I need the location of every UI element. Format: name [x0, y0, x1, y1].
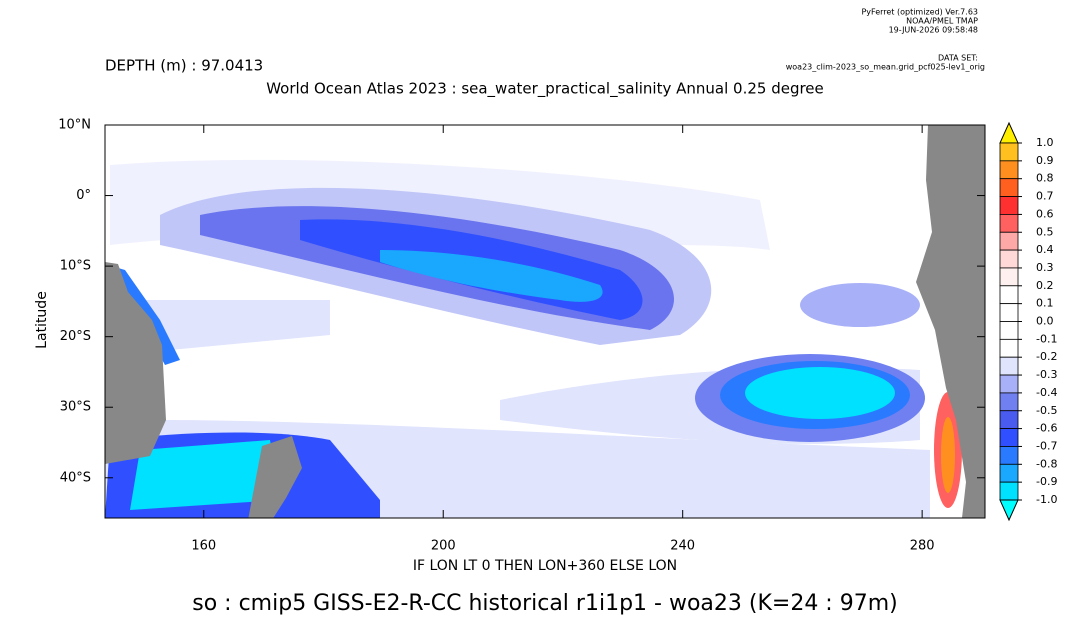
colorbar-box: [999, 446, 1019, 465]
colorbar-box: [999, 338, 1019, 358]
field-patch: [130, 440, 280, 510]
depth-label: DEPTH (m) : 97.0413: [105, 57, 263, 75]
y-tick-label: 10°N: [58, 118, 91, 133]
colorbar-box: [999, 356, 1019, 376]
timestamp: 19-JUN-2026 09:58:48: [889, 26, 978, 35]
colorbar-label: 0.4: [1036, 243, 1054, 256]
colorbar-label: -0.8: [1036, 457, 1057, 470]
colorbar-label: 1.0: [1036, 136, 1054, 149]
colorbar-box: [999, 303, 1019, 322]
x-tick-label: 280: [910, 539, 935, 554]
colorbar-box: [999, 321, 1019, 340]
plot-frame: [104, 124, 986, 519]
dataset-label: DATA SET:: [938, 54, 978, 63]
colorbar-label: 0.6: [1036, 207, 1054, 220]
colorbar-label: -1.0: [1036, 493, 1057, 506]
colorbar-label: -0.6: [1036, 422, 1057, 435]
colorbar-box: [999, 231, 1019, 251]
lab-label: NOAA/PMEL TMAP: [906, 17, 978, 26]
colorbar-box: [999, 285, 1019, 305]
y-tick-label: 30°S: [60, 400, 91, 415]
colorbar-label: 0.1: [1036, 297, 1054, 310]
field-patch: [380, 250, 603, 302]
colorbar-box: [999, 178, 1019, 197]
colorbar-box: [999, 267, 1019, 287]
software-label: PyFerret (optimized) Ver.7.63: [861, 8, 978, 17]
field-patch: [800, 283, 920, 327]
colorbar-label: -0.2: [1036, 350, 1057, 363]
field-patch: [745, 367, 895, 419]
field: [105, 125, 985, 518]
colorbar-box: [999, 196, 1019, 215]
field-patch: [120, 300, 330, 350]
colorbar-label: 0.7: [1036, 190, 1054, 203]
x-tick-label: 240: [670, 539, 695, 554]
colorbar-box: [999, 213, 1019, 233]
colorbar-label: -0.7: [1036, 439, 1057, 452]
colorbar-box: [999, 428, 1019, 447]
colorbar-under: [999, 499, 1019, 522]
dataset-name: woa23_clim-2023_so_mean.grid_pcf025-lev1…: [786, 63, 985, 72]
colorbar-box: [999, 410, 1019, 430]
land: [248, 436, 302, 518]
colorbar-label: -0.1: [1036, 332, 1057, 345]
land: [916, 125, 985, 518]
field-patch: [941, 417, 955, 493]
colorbar-over: [999, 121, 1019, 144]
colorbar-box: [999, 481, 1019, 501]
colorbar-label: 0.5: [1036, 225, 1054, 238]
colorbar-label: -0.9: [1036, 475, 1057, 488]
land: [105, 262, 166, 464]
colorbar-label: 0.3: [1036, 261, 1054, 274]
colorbar-box: [999, 392, 1019, 412]
x-tick-label: 160: [191, 539, 216, 554]
colorbar-box: [999, 374, 1019, 394]
colorbar-label: 0.2: [1036, 279, 1054, 292]
plot-title: World Ocean Atlas 2023 : sea_water_pract…: [266, 80, 824, 99]
caption: so : cmip5 GISS-E2-R-CC historical r1i1p…: [192, 591, 897, 616]
y-tick-label: 40°S: [60, 470, 91, 485]
y-axis-label: Latitude: [34, 291, 50, 349]
colorbar-label: -0.4: [1036, 386, 1057, 399]
colorbar-box: [999, 249, 1019, 269]
colorbar-label: -0.3: [1036, 368, 1057, 381]
y-tick-label: 20°S: [60, 329, 91, 344]
colorbar-label: -0.5: [1036, 404, 1057, 417]
colorbar-box: [999, 160, 1019, 180]
x-tick-label: 200: [431, 539, 456, 554]
colorbar-box: [999, 142, 1019, 162]
colorbar-box: [999, 463, 1019, 483]
x-axis-label: IF LON LT 0 THEN LON+360 ELSE LON: [413, 558, 677, 574]
y-tick-label: 0°: [76, 188, 91, 203]
y-tick-label: 10°S: [60, 259, 91, 274]
colorbar-label: 0.9: [1036, 154, 1054, 167]
colorbar-label: 0.0: [1036, 315, 1054, 328]
colorbar-label: 0.8: [1036, 172, 1054, 185]
